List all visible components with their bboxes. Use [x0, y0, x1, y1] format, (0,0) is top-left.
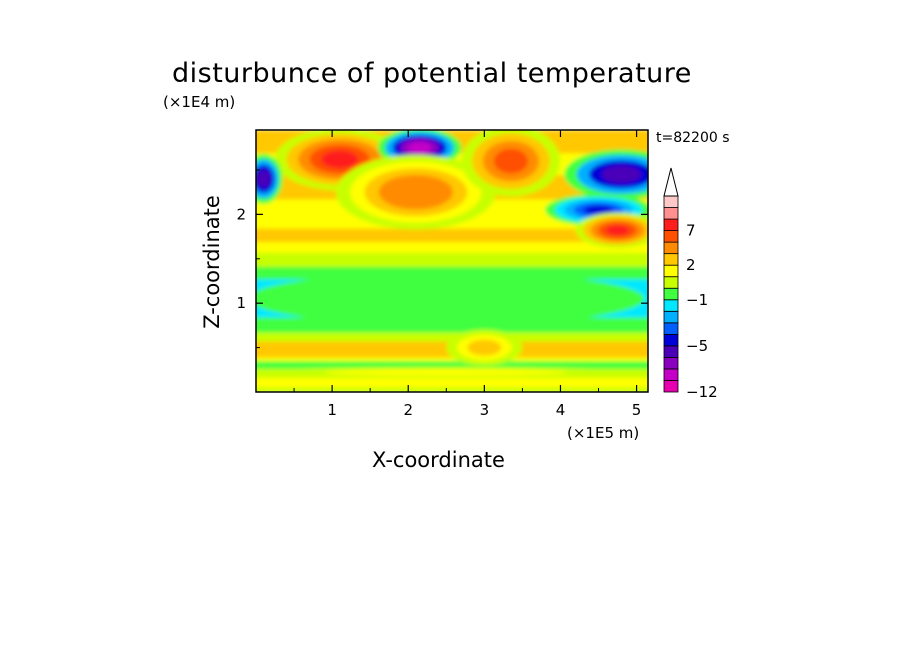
colorbar-label: −5	[686, 337, 708, 355]
y-axis-unit: (×1E4 m)	[163, 93, 236, 111]
colorbar-swatch	[663, 345, 679, 358]
colorbar-swatch	[663, 368, 679, 381]
colorbar-swatch	[663, 195, 679, 208]
x-tick-label: 2	[403, 401, 413, 419]
contour-feature-6	[583, 205, 614, 215]
contour-feature-10	[324, 369, 569, 376]
contour-feature-3	[493, 148, 529, 174]
x-axis: 1 2 3 4 5	[293, 130, 642, 419]
contour-feature-2	[393, 181, 439, 203]
y-axis-label: Z-coordinate	[200, 195, 224, 329]
colorbar-swatch	[663, 333, 679, 347]
contour-field	[256, 130, 648, 392]
colorbar-swatch	[663, 264, 679, 278]
colorbar-extend-arrow	[663, 167, 679, 197]
contour-feature-9	[467, 339, 502, 356]
contour-feature-5	[601, 165, 642, 184]
colorbar-label: 2	[686, 256, 696, 274]
colorbar-label: −1	[686, 291, 708, 309]
colorbar-swatch	[663, 299, 679, 312]
contour-feature-7	[605, 225, 630, 236]
contour-feature-0	[321, 150, 359, 169]
y-axis: 12	[236, 169, 648, 349]
colorbar-swatch	[663, 380, 679, 393]
contour-feature-8	[256, 272, 645, 326]
contour-feature-4	[256, 170, 271, 188]
colorbar-swatch	[663, 276, 679, 289]
colorbar-label: 7	[686, 222, 696, 240]
x-axis-unit: (×1E5 m)	[567, 424, 640, 442]
colorbar-swatch	[663, 230, 679, 243]
x-tick-label: 5	[632, 401, 642, 419]
x-tick-label: 3	[480, 401, 490, 419]
chart-title: disturbunce of potential temperature	[172, 58, 692, 89]
plot-frame	[255, 129, 649, 393]
contour-feature-1	[407, 142, 432, 154]
colorbar-swatch	[663, 310, 679, 324]
colorbar-swatch	[663, 322, 679, 335]
colorbar-swatch	[663, 218, 679, 231]
x-axis-label: X-coordinate	[372, 448, 505, 472]
colorbar-swatch	[663, 207, 679, 220]
colorbar-label: −12	[686, 383, 718, 401]
y-tick-label: 1	[236, 294, 246, 312]
colorbar: 7 2 −1 −5 −12	[663, 167, 718, 401]
colorbar-swatch	[663, 287, 679, 301]
x-tick-label: 4	[556, 401, 566, 419]
colorbar-swatch	[663, 241, 679, 255]
y-tick-label: 2	[236, 205, 246, 223]
time-label: t=82200 s	[656, 130, 730, 146]
colorbar-swatch	[663, 357, 679, 370]
x-tick-label: 1	[327, 401, 337, 419]
colorbar-swatch	[663, 253, 679, 266]
